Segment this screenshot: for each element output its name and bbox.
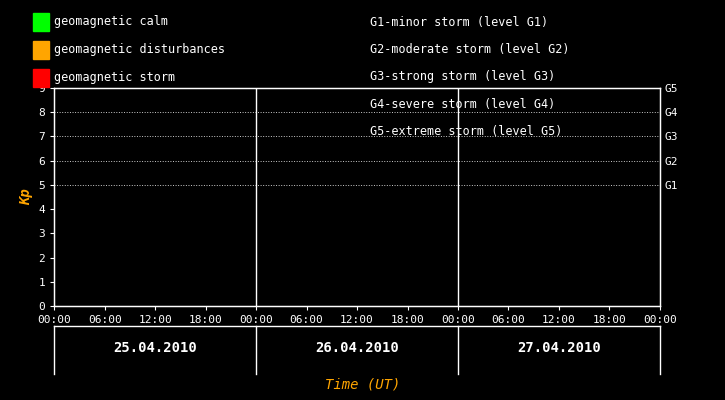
Text: G1-minor storm (level G1): G1-minor storm (level G1) (370, 16, 548, 29)
Y-axis label: Kp: Kp (19, 189, 33, 205)
Text: G4-severe storm (level G4): G4-severe storm (level G4) (370, 98, 555, 111)
Text: 25.04.2010: 25.04.2010 (113, 341, 197, 355)
Text: 26.04.2010: 26.04.2010 (315, 341, 399, 355)
Text: 27.04.2010: 27.04.2010 (517, 341, 601, 355)
Text: G5-extreme storm (level G5): G5-extreme storm (level G5) (370, 125, 562, 138)
Text: G3-strong storm (level G3): G3-strong storm (level G3) (370, 70, 555, 84)
Text: geomagnetic storm: geomagnetic storm (54, 72, 175, 84)
Text: Time (UT): Time (UT) (325, 378, 400, 392)
Text: geomagnetic disturbances: geomagnetic disturbances (54, 44, 225, 56)
Text: geomagnetic calm: geomagnetic calm (54, 16, 168, 28)
Text: G2-moderate storm (level G2): G2-moderate storm (level G2) (370, 43, 569, 56)
